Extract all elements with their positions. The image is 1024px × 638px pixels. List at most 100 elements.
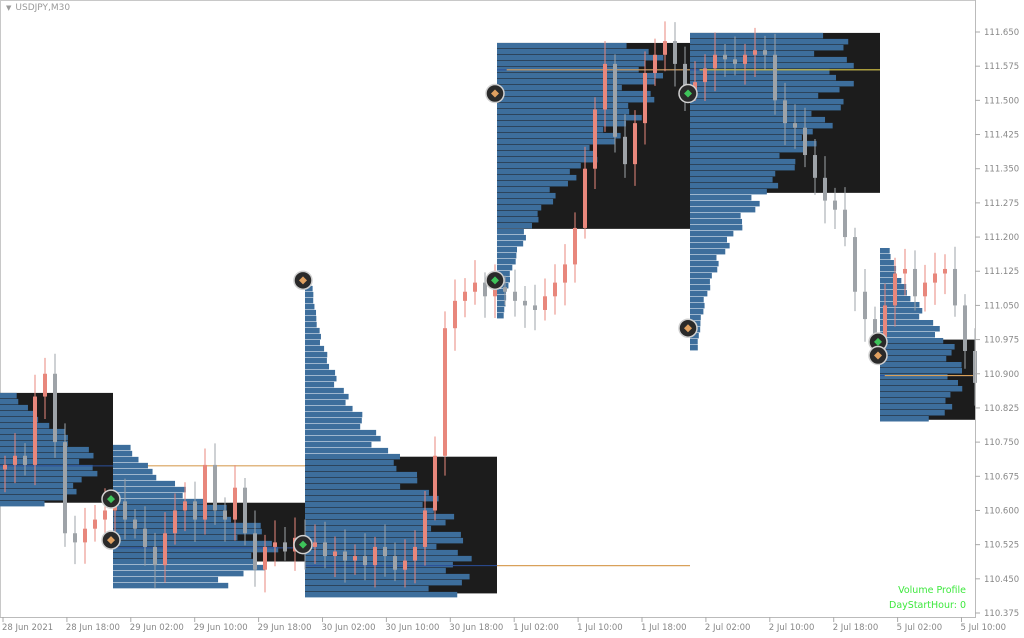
candle-body: [243, 487, 247, 534]
candle-body: [713, 54, 717, 69]
profile-bar: [113, 504, 227, 511]
candle-body: [443, 328, 447, 456]
profile-bar: [690, 344, 698, 351]
profile-bar: [305, 327, 320, 334]
profile-bar: [305, 585, 429, 592]
profile-bar: [305, 405, 353, 412]
time-tick-label: 28 Jun 2021: [2, 623, 53, 633]
profile-bar: [305, 399, 346, 406]
marker-diamond: [874, 351, 882, 360]
candle-body: [463, 291, 467, 301]
candle-body: [203, 464, 207, 520]
profile-bar: [497, 228, 524, 235]
profile-bar: [497, 300, 506, 307]
profile-bar: [880, 313, 920, 320]
profile-bar: [880, 397, 946, 404]
profile-bar: [305, 363, 330, 370]
profile-bar: [113, 480, 176, 487]
marker-diamond: [684, 89, 692, 98]
profile-bar: [305, 417, 362, 424]
profile-bar: [305, 573, 470, 580]
profile-bar: [880, 391, 951, 398]
profile-bar: [690, 122, 833, 129]
time-tick-label: 1 Jul 18:00: [641, 623, 687, 633]
profile-bar: [690, 80, 854, 87]
profile-bar: [305, 591, 458, 598]
candle-body: [273, 542, 277, 547]
profile-bar: [497, 84, 622, 91]
profile-bar: [113, 450, 133, 457]
profile-bar: [690, 32, 824, 39]
profile-bar: [113, 456, 139, 463]
price-tick-label: 111.650: [984, 28, 1019, 38]
profile-bar: [113, 474, 157, 481]
volume-profiles: [0, 32, 975, 598]
profile-bar: [690, 74, 837, 81]
profile-bar: [497, 186, 550, 193]
candle-body: [353, 556, 357, 561]
profile-bar: [880, 325, 940, 332]
candle-body: [223, 510, 227, 520]
time-tick-label: 29 Jun 02:00: [130, 623, 184, 633]
profile-bar: [497, 114, 642, 121]
candle-body: [853, 237, 857, 292]
profile-bar: [305, 351, 328, 358]
triangle-down-icon[interactable]: ▼: [6, 4, 12, 12]
indicator-param: DayStartHour: 0: [889, 600, 966, 611]
profile-bar: [305, 525, 432, 532]
green-marker-icon: [293, 534, 313, 555]
profile-bar: [690, 116, 826, 123]
time-tick-label: 1 Jul 02:00: [513, 623, 559, 633]
profile-bar: [305, 447, 389, 454]
price-tick-label: 111.350: [984, 165, 1019, 175]
profile-bar: [880, 409, 945, 416]
orange-marker-icon: [101, 530, 121, 550]
profile-bar: [690, 110, 812, 117]
profile-bar: [305, 507, 434, 514]
profile-bar: [690, 158, 796, 165]
profile-bar: [880, 385, 963, 392]
price-tick-label: 110.600: [984, 506, 1019, 516]
profile-bar: [497, 294, 507, 301]
candle-body: [703, 68, 707, 83]
profile-bar: [0, 458, 80, 465]
profile-bar: [305, 423, 361, 430]
profile-bar: [497, 288, 507, 295]
profile-bar: [497, 126, 604, 133]
profile-bar: [305, 531, 461, 538]
profile-bar: [690, 248, 726, 255]
profile-bar: [497, 270, 510, 277]
profile-bar: [305, 315, 317, 322]
candle-body: [793, 123, 797, 128]
profile-bar: [497, 222, 532, 229]
candle-body: [23, 455, 27, 465]
profile-bar: [690, 146, 807, 153]
candle-body: [43, 373, 47, 397]
profile-bar: [880, 259, 894, 266]
profile-bar: [113, 564, 265, 571]
profile-bar: [305, 381, 335, 388]
profile-bar: [305, 435, 381, 442]
price-tick-label: 110.975: [984, 336, 1019, 346]
candle-body: [693, 82, 697, 92]
profile-bar: [0, 494, 65, 501]
profile-bar: [0, 476, 82, 483]
profile-bar: [0, 482, 74, 489]
candle-body: [83, 528, 87, 543]
candle-body: [933, 273, 937, 283]
profile-bar: [690, 266, 718, 273]
price-tick-label: 110.900: [984, 370, 1019, 380]
candle-body: [233, 487, 237, 520]
candle-body: [363, 556, 367, 566]
candle-body: [553, 282, 557, 297]
profile-bar: [113, 444, 131, 451]
profile-bar: [305, 345, 325, 352]
profile-bar: [305, 471, 418, 478]
profile-bar: [497, 120, 627, 127]
candle-body: [893, 273, 897, 306]
profile-bar: [305, 537, 464, 544]
profile-bar: [305, 549, 458, 556]
indicator-name: Volume Profile: [898, 585, 966, 596]
profile-bar: [113, 552, 252, 559]
